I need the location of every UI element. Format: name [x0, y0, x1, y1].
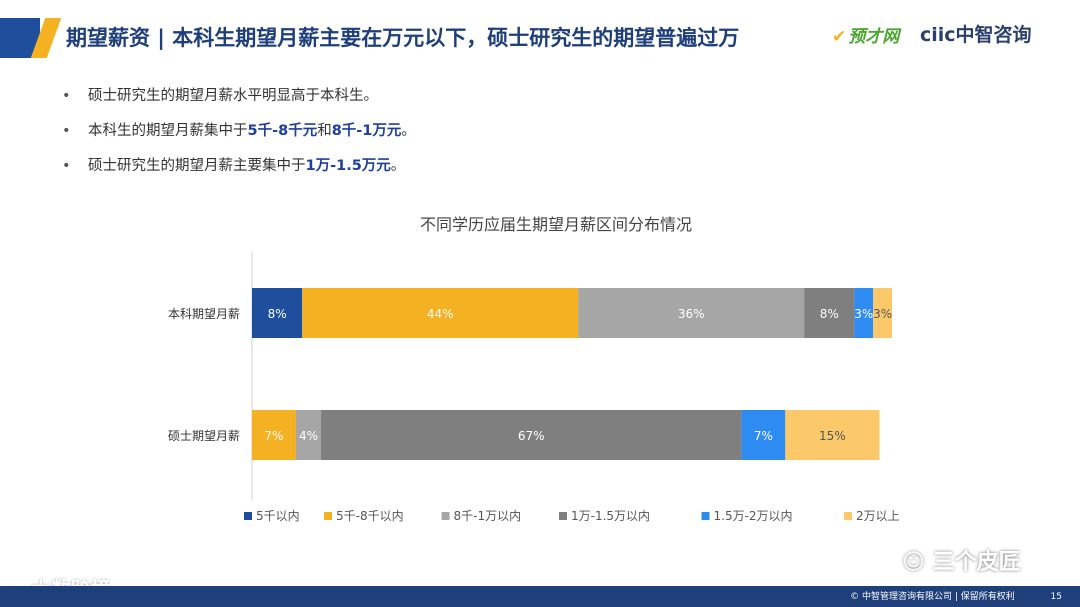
wechat-icon: ☺ [902, 550, 933, 575]
bar-segment [804, 288, 855, 338]
legend-label: 1.5万-2万以内 [714, 509, 793, 523]
bullet-item: 硕士研究生的期望月薪主要集中于1万-1.5万元。 [62, 154, 762, 189]
legend-swatch [559, 512, 567, 520]
data-label: 8% [820, 307, 839, 321]
page-title: 期望薪资 | 本科生期望月薪主要在万元以下，硕士研究生的期望普遍过万 [66, 26, 740, 50]
bar-segment [321, 410, 742, 460]
data-label: 15% [819, 429, 846, 443]
bar-segment [252, 288, 303, 338]
legend-label: 5千以内 [256, 509, 300, 523]
page-number: 15 [1050, 592, 1062, 602]
bullet-item: 本科生的期望月薪集中于5千-8千元和8千-1万元。 [62, 119, 762, 154]
footer-text: © 中智管理咨询有限公司 | 保留所有权利 15 [850, 589, 1062, 602]
bullet-list: 硕士研究生的期望月薪水平明显高于本科生。 本科生的期望月薪集中于5千-8千元和8… [62, 84, 762, 189]
chart-title: 不同学历应届生期望月薪区间分布情况 [420, 215, 692, 234]
check-icon: ✔ [832, 27, 847, 47]
bar-segment [302, 288, 579, 338]
legend-swatch [844, 512, 852, 520]
data-label: 44% [427, 307, 454, 321]
bar-segment [578, 288, 805, 338]
legend-swatch [441, 512, 450, 520]
legend-label: 8千-1万以内 [454, 509, 522, 523]
data-label: 7% [264, 429, 283, 443]
data-label: 7% [754, 429, 773, 443]
bar-segment [785, 410, 880, 460]
category-label: 硕士期望月薪 [168, 429, 240, 443]
data-label: 3% [854, 307, 873, 321]
legend-label: 2万以上 [856, 509, 900, 523]
bar-segment [854, 288, 874, 338]
data-label: 36% [678, 307, 705, 321]
logo-yucaiwang: ✔ 预才网 [832, 27, 900, 47]
legend-label: 5千-8千以内 [336, 509, 404, 523]
watermark-right: ☺ 三个皮匠 [902, 550, 1021, 575]
bar-segment [741, 410, 786, 460]
bullet-item: 硕士研究生的期望月薪水平明显高于本科生。 [62, 84, 762, 119]
bar-segment [295, 410, 322, 460]
logo-ciic: ciic中智咨询 [920, 24, 1032, 46]
footer-copyright: © 中智管理咨询有限公司 | 保留所有权利 [850, 592, 1015, 602]
bar-segment [873, 288, 892, 338]
data-label: 3% [873, 307, 892, 321]
legend-swatch [324, 512, 332, 520]
legend-swatch [701, 512, 710, 520]
data-label: 4% [299, 429, 318, 443]
bar-segment [252, 410, 296, 460]
category-label: 本科期望月薪 [168, 307, 240, 321]
data-label: 8% [268, 307, 287, 321]
footer-bar: © 中智管理咨询有限公司 | 保留所有权利 15 [0, 586, 1080, 607]
legend-swatch [244, 512, 252, 520]
data-label: 67% [518, 429, 545, 443]
legend-label: 1万-1.5万以内 [571, 509, 650, 523]
